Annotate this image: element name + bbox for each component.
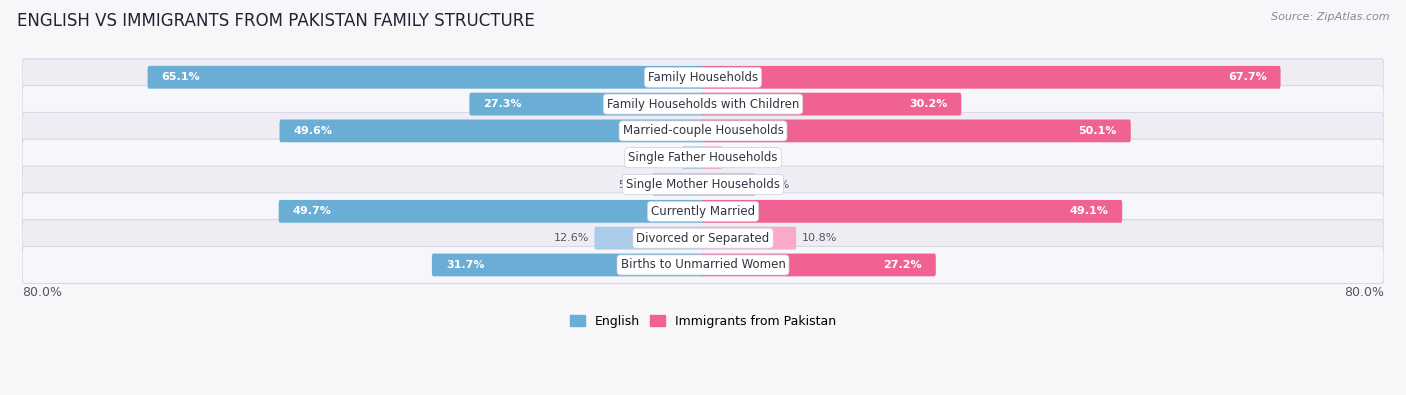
FancyBboxPatch shape (702, 200, 1122, 223)
FancyBboxPatch shape (22, 59, 1384, 96)
FancyBboxPatch shape (22, 166, 1384, 203)
FancyBboxPatch shape (682, 146, 704, 169)
FancyBboxPatch shape (652, 173, 704, 196)
FancyBboxPatch shape (22, 86, 1384, 122)
Legend: English, Immigrants from Pakistan: English, Immigrants from Pakistan (565, 310, 841, 333)
Text: 27.3%: 27.3% (484, 99, 522, 109)
Text: 30.2%: 30.2% (908, 99, 948, 109)
FancyBboxPatch shape (702, 66, 1281, 89)
Text: Divorced or Separated: Divorced or Separated (637, 231, 769, 245)
Text: 31.7%: 31.7% (446, 260, 485, 270)
Text: 27.2%: 27.2% (883, 260, 922, 270)
Text: 65.1%: 65.1% (162, 72, 200, 82)
Text: 6.0%: 6.0% (761, 179, 789, 190)
Text: 5.8%: 5.8% (619, 179, 647, 190)
FancyBboxPatch shape (280, 120, 704, 142)
FancyBboxPatch shape (22, 193, 1384, 230)
Text: Births to Unmarried Women: Births to Unmarried Women (620, 258, 786, 271)
FancyBboxPatch shape (470, 93, 704, 115)
Text: 10.8%: 10.8% (801, 233, 837, 243)
FancyBboxPatch shape (595, 227, 704, 250)
Text: 49.1%: 49.1% (1070, 206, 1108, 216)
FancyBboxPatch shape (702, 93, 962, 115)
FancyBboxPatch shape (702, 146, 723, 169)
Text: 2.1%: 2.1% (728, 153, 756, 163)
Text: 80.0%: 80.0% (22, 286, 62, 299)
FancyBboxPatch shape (22, 113, 1384, 149)
Text: 49.6%: 49.6% (294, 126, 333, 136)
Text: ENGLISH VS IMMIGRANTS FROM PAKISTAN FAMILY STRUCTURE: ENGLISH VS IMMIGRANTS FROM PAKISTAN FAMI… (17, 12, 534, 30)
Text: 80.0%: 80.0% (1344, 286, 1384, 299)
Text: Family Households: Family Households (648, 71, 758, 84)
FancyBboxPatch shape (148, 66, 704, 89)
FancyBboxPatch shape (22, 246, 1384, 284)
Text: Single Mother Households: Single Mother Households (626, 178, 780, 191)
Text: 50.1%: 50.1% (1078, 126, 1116, 136)
FancyBboxPatch shape (278, 200, 704, 223)
Text: Source: ZipAtlas.com: Source: ZipAtlas.com (1271, 12, 1389, 22)
FancyBboxPatch shape (432, 254, 704, 276)
FancyBboxPatch shape (22, 139, 1384, 176)
Text: Single Father Households: Single Father Households (628, 151, 778, 164)
FancyBboxPatch shape (702, 120, 1130, 142)
FancyBboxPatch shape (22, 220, 1384, 257)
FancyBboxPatch shape (702, 254, 936, 276)
FancyBboxPatch shape (702, 173, 755, 196)
Text: Family Households with Children: Family Households with Children (607, 98, 799, 111)
Text: 2.3%: 2.3% (648, 153, 676, 163)
Text: 12.6%: 12.6% (554, 233, 589, 243)
Text: 67.7%: 67.7% (1227, 72, 1267, 82)
Text: 49.7%: 49.7% (292, 206, 332, 216)
Text: Married-couple Households: Married-couple Households (623, 124, 783, 137)
Text: Currently Married: Currently Married (651, 205, 755, 218)
FancyBboxPatch shape (702, 227, 796, 250)
